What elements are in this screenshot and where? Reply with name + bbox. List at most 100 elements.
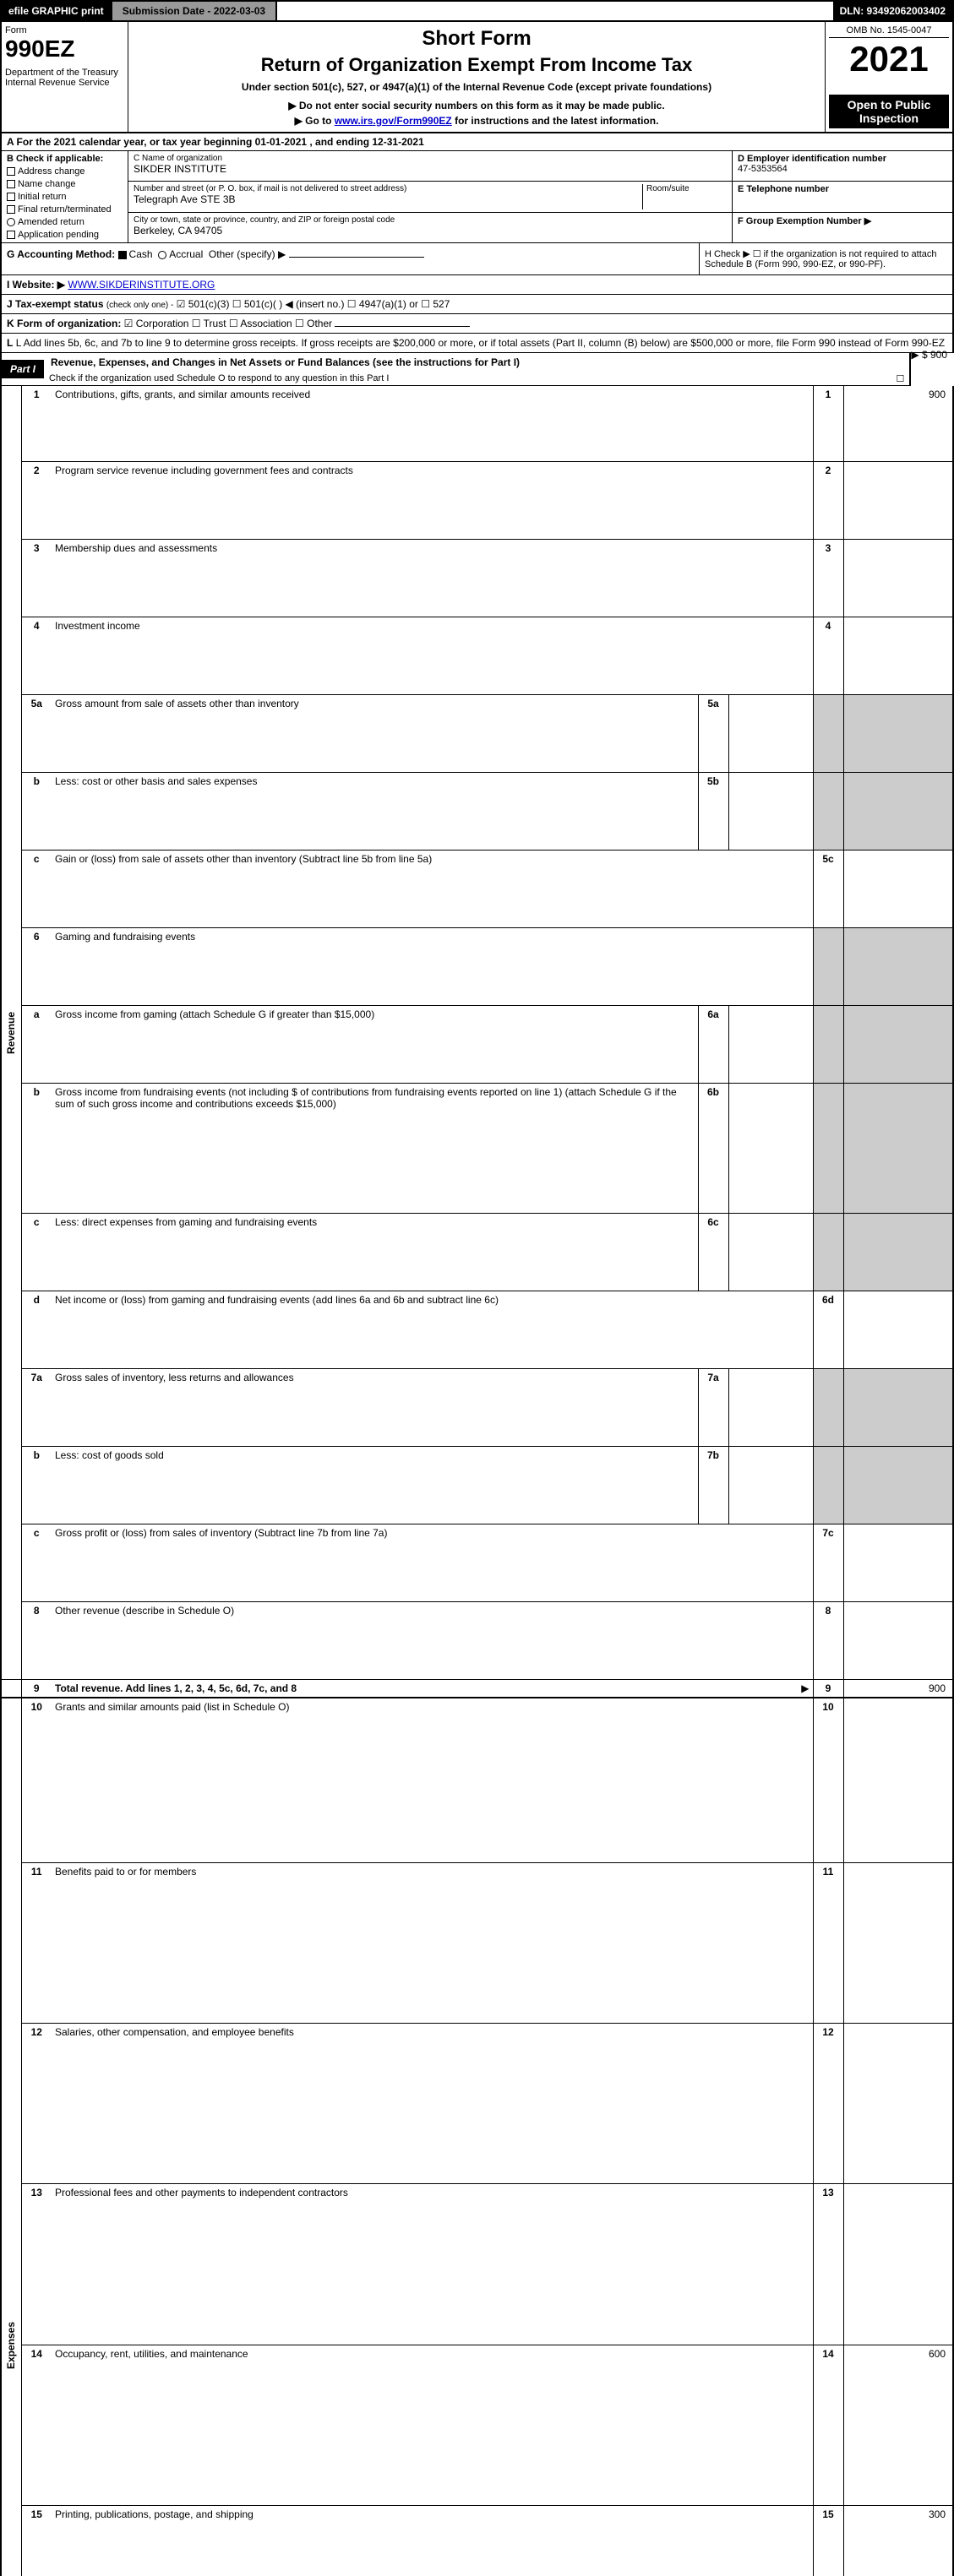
subtitle-ssn: ▶ Do not enter social security numbers o… bbox=[137, 100, 816, 111]
r7a-rval-grey bbox=[843, 1368, 953, 1446]
r6a-subval bbox=[728, 1006, 813, 1084]
row-1: Revenue 1 Contributions, gifts, grants, … bbox=[1, 386, 953, 462]
r9-num: 9 bbox=[21, 1680, 52, 1698]
r3-desc: Membership dues and assessments bbox=[55, 542, 217, 554]
line-h: H Check ▶ ☐ if the organization is not r… bbox=[699, 243, 952, 274]
revenue-section-label: Revenue bbox=[5, 389, 17, 1677]
tax-year: 2021 bbox=[829, 41, 949, 77]
line-k-other-input[interactable] bbox=[335, 326, 470, 327]
year-column: OMB No. 1545-0047 2021 Open to Public In… bbox=[826, 22, 952, 132]
top-bar: efile GRAPHIC print Submission Date - 20… bbox=[0, 0, 954, 22]
chk-cash[interactable] bbox=[118, 251, 127, 259]
row-11: 11 Benefits paid to or for members 11 bbox=[1, 1862, 953, 2023]
line-j-options: ☑ 501(c)(3) ☐ 501(c)( ) ◀ (insert no.) ☐… bbox=[177, 298, 450, 310]
r5b-sub: 5b bbox=[698, 773, 728, 851]
chk-cash-label: Cash bbox=[129, 248, 153, 260]
expenses-section-label: Expenses bbox=[5, 1701, 17, 2576]
r7b-rnum-grey bbox=[813, 1446, 843, 1524]
chk-amended-return-label: Amended return bbox=[18, 217, 84, 227]
group-exemption-row: F Group Exemption Number ▶ bbox=[733, 213, 952, 242]
r12-desc: Salaries, other compensation, and employ… bbox=[55, 2026, 294, 2038]
r5c-rnum: 5c bbox=[813, 851, 843, 928]
chk-application-pending[interactable]: Application pending bbox=[7, 230, 123, 240]
r12-num: 12 bbox=[21, 2024, 52, 2184]
omb-number: OMB No. 1545-0047 bbox=[829, 25, 949, 38]
website-link[interactable]: WWW.SIKDERINSTITUTE.ORG bbox=[68, 279, 215, 291]
row-6b: b Gross income from fundraising events (… bbox=[1, 1084, 953, 1213]
r6b-desc: Gross income from fundraising events (no… bbox=[55, 1086, 677, 1110]
chk-name-change[interactable]: Name change bbox=[7, 179, 123, 189]
chk-amended-return[interactable]: Amended return bbox=[7, 217, 123, 227]
row-6c: c Less: direct expenses from gaming and … bbox=[1, 1213, 953, 1291]
form-word: Form bbox=[5, 25, 124, 35]
r7a-rnum-grey bbox=[813, 1368, 843, 1446]
r6d-val bbox=[843, 1291, 953, 1368]
r3-num: 3 bbox=[21, 540, 52, 617]
r5b-subval bbox=[728, 773, 813, 851]
r13-desc: Professional fees and other payments to … bbox=[55, 2187, 348, 2198]
efile-label: efile GRAPHIC print bbox=[2, 2, 111, 20]
r6a-rval-grey bbox=[843, 1006, 953, 1084]
r7b-num: b bbox=[21, 1446, 52, 1524]
r5a-subval bbox=[728, 695, 813, 773]
irs-link[interactable]: www.irs.gov/Form990EZ bbox=[335, 115, 452, 127]
street-label: Number and street (or P. O. box, if mail… bbox=[134, 184, 642, 193]
r13-rnum: 13 bbox=[813, 2184, 843, 2345]
chk-initial-return[interactable]: Initial return bbox=[7, 192, 123, 202]
city-label: City or town, state or province, country… bbox=[134, 215, 727, 225]
r2-rnum: 2 bbox=[813, 462, 843, 540]
r5a-sub: 5a bbox=[698, 695, 728, 773]
row-12: 12 Salaries, other compensation, and emp… bbox=[1, 2024, 953, 2184]
row-7b: b Less: cost of goods sold 7b bbox=[1, 1446, 953, 1524]
ein-label: D Employer identification number bbox=[738, 154, 947, 164]
r10-desc: Grants and similar amounts paid (list in… bbox=[55, 1701, 289, 1713]
r2-num: 2 bbox=[21, 462, 52, 540]
row-15: 15 Printing, publications, postage, and … bbox=[1, 2506, 953, 2576]
r1-rnum: 1 bbox=[813, 386, 843, 462]
goto-suffix: for instructions and the latest informat… bbox=[455, 115, 658, 127]
line-i-label: I Website: ▶ bbox=[7, 279, 65, 291]
r8-rnum: 8 bbox=[813, 1601, 843, 1679]
part1-title: Revenue, Expenses, and Changes in Net As… bbox=[44, 353, 909, 372]
line-l-amount: ▶ $ 900 bbox=[911, 349, 947, 361]
row-10: Expenses 10 Grants and similar amounts p… bbox=[1, 1698, 953, 1862]
r6-desc: Gaming and fundraising events bbox=[55, 931, 195, 943]
r6-rnum-grey bbox=[813, 928, 843, 1006]
org-name-value: SIKDER INSTITUTE bbox=[134, 163, 727, 175]
r7a-subval bbox=[728, 1368, 813, 1446]
g-h-row: G Accounting Method: Cash Accrual Other … bbox=[0, 243, 954, 275]
line-a-tax-year: A For the 2021 calendar year, or tax yea… bbox=[0, 133, 954, 151]
r6c-rval-grey bbox=[843, 1213, 953, 1291]
r7b-desc: Less: cost of goods sold bbox=[55, 1449, 164, 1461]
line-j-sub: (check only one) - bbox=[106, 301, 173, 310]
other-specify-input[interactable] bbox=[289, 257, 424, 258]
org-name-row: C Name of organization SIKDER INSTITUTE bbox=[128, 151, 732, 182]
r14-rnum: 14 bbox=[813, 2345, 843, 2505]
row-13: 13 Professional fees and other payments … bbox=[1, 2184, 953, 2345]
r3-val bbox=[843, 540, 953, 617]
phone-label: E Telephone number bbox=[738, 184, 947, 194]
r6-rval-grey bbox=[843, 928, 953, 1006]
part1-check-box[interactable]: ☐ bbox=[897, 373, 905, 384]
r6b-rnum-grey bbox=[813, 1084, 843, 1213]
phone-row: E Telephone number bbox=[733, 182, 952, 212]
r14-num: 14 bbox=[21, 2345, 52, 2505]
r5c-desc: Gain or (loss) from sale of assets other… bbox=[55, 853, 432, 865]
r10-num: 10 bbox=[21, 1698, 52, 1862]
form-id-column: Form 990EZ Department of the Treasury In… bbox=[2, 22, 128, 132]
part1-table: Revenue 1 Contributions, gifts, grants, … bbox=[0, 386, 954, 2576]
r5a-num: 5a bbox=[21, 695, 52, 773]
r13-num: 13 bbox=[21, 2184, 52, 2345]
row-6a: a Gross income from gaming (attach Sched… bbox=[1, 1006, 953, 1084]
chk-final-return[interactable]: Final return/terminated bbox=[7, 204, 123, 215]
r2-val bbox=[843, 462, 953, 540]
row-3: 3 Membership dues and assessments 3 bbox=[1, 540, 953, 617]
r9-rnum: 9 bbox=[813, 1680, 843, 1698]
chk-address-change[interactable]: Address change bbox=[7, 166, 123, 177]
r6c-desc: Less: direct expenses from gaming and fu… bbox=[55, 1216, 317, 1228]
r8-val bbox=[843, 1601, 953, 1679]
row-5c: c Gain or (loss) from sale of assets oth… bbox=[1, 851, 953, 928]
chk-accrual[interactable] bbox=[158, 251, 166, 259]
r5a-rval-grey bbox=[843, 695, 953, 773]
line-j: J Tax-exempt status (check only one) - ☑… bbox=[0, 295, 954, 314]
